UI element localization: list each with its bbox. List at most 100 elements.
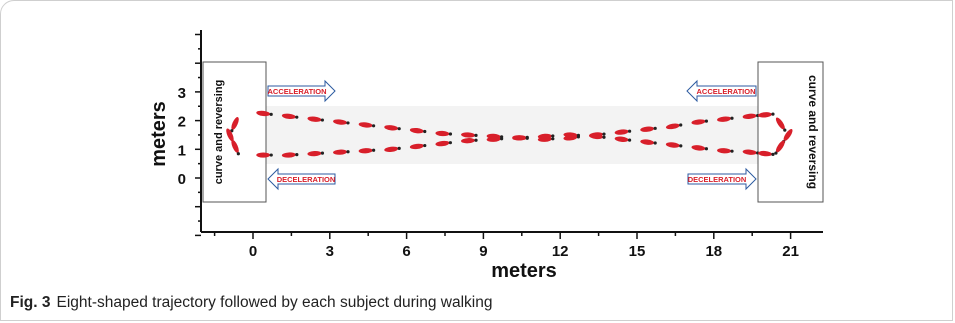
footprint-mark [358,148,373,154]
arrow-deceleration-right: DECELERATION [687,167,757,191]
x-tick-label: 9 [479,243,487,260]
footprint-toe [500,137,504,141]
footprint-toe [627,138,632,142]
footprint-mark [256,110,271,117]
footprint-toe [771,152,775,156]
footprint-toe [602,135,606,139]
footprint-mark [409,143,424,150]
footprint-mark [717,116,732,122]
y-tick-label: 0 [178,171,186,188]
footprint-toe [704,119,708,123]
footprint-mark [640,139,655,145]
footprint-mark [435,130,450,137]
footprint-toe [602,132,606,136]
footprint-toe [346,121,350,125]
footprint-mark [717,148,732,154]
footprint-mark [486,136,501,142]
footprint-mark [614,136,629,142]
footprint-marks [226,110,793,158]
footprint-toe [783,128,787,132]
footprint-toe [730,116,734,120]
footprint-toe [679,144,683,148]
figure-caption-text: Eight-shaped trajectory followed by each… [56,294,493,311]
footprint-toe [704,147,708,151]
x-axis-ticks: 0 3 6 9 12 15 18 21 [213,232,799,260]
footprint-toe [679,123,683,127]
footprint-toe [653,126,657,130]
footprint-mark [461,138,476,144]
x-tick-label: 6 [402,243,410,260]
footprint-mark [307,116,322,122]
footprint-toe [371,124,376,128]
y-axis-ticks: 3 2 1 0 [178,33,201,237]
footprint-mark [775,140,785,153]
footprint-toe [448,132,453,136]
footprint-mark [384,146,399,152]
footprint-mark [783,128,793,141]
footprint-mark [226,128,234,142]
footprint-toe [576,133,581,137]
footprint-toe [269,153,273,157]
footprint-toe [551,137,555,141]
footprint-mark [281,152,296,158]
x-tick-label: 21 [782,243,799,260]
arrow-deceleration-left: DECELERATION [267,167,336,191]
x-tick-label: 0 [249,243,257,260]
footprint-mark [614,129,629,135]
footprint-mark [281,113,296,119]
footprint-toe [320,151,325,155]
footprint-mark [665,142,680,148]
walking-corridor [228,106,788,164]
footprint-toe [295,115,299,119]
footprint-toe [236,152,240,156]
footprint-mark [307,150,322,157]
footprint-toe [774,151,778,155]
y-tick-label: 1 [178,142,186,159]
x-tick-label: 12 [552,243,569,260]
footprint-mark [231,139,239,153]
footprint-mark [758,112,772,118]
footprint-mark [256,152,271,158]
footprint-mark [384,125,399,131]
footprint-toe [269,112,273,116]
footprint-mark [231,116,239,130]
arrow-deceleration-right-label: DECELERATION [688,175,747,184]
footprint-toe [448,141,452,145]
footprint-toe [730,149,734,153]
arrow-acceleration-left: ACCELERATION [267,79,336,103]
footprint-toe [474,133,478,137]
footprint-mark [435,140,450,147]
footprint-mark [461,132,476,138]
footprint-mark [640,126,655,132]
footprint-toe [295,152,299,157]
y-axis-title: meters [148,101,170,167]
x-tick-label: 3 [326,243,334,260]
footprint-mark [333,119,348,125]
footprint-toe [525,135,529,139]
footprint-toe [653,141,657,145]
x-axis-title: meters [491,260,557,282]
footprint-mark [358,122,373,128]
footprint-toe [474,138,478,142]
right-zone-label: curve and reversing [806,75,820,189]
figure-caption: Fig. 3 Eight-shaped trajectory followed b… [10,294,492,312]
left-zone-label: curve and reversing [213,80,225,185]
x-tick-label: 15 [629,243,646,260]
figure-label: Fig. 3 [10,294,51,311]
footprint-toe [423,143,427,148]
footprint-toe [397,127,401,131]
footprint-toe [627,129,632,133]
footprint-toe [551,134,555,138]
y-tick-label: 3 [178,85,186,102]
footprint-mark [691,145,706,151]
arrow-acceleration-right: ACCELERATION [686,79,757,103]
footprint-mark [512,135,527,141]
footprint-mark [537,133,552,140]
footprint-mark [742,149,757,155]
arrow-acceleration-right-label: ACCELERATION [696,87,755,96]
footprint-toe [423,129,427,134]
x-tick-label: 18 [705,243,722,260]
trajectory-diagram: curve and reversing curve and reversing … [148,30,824,282]
footprint-mark [691,119,706,125]
